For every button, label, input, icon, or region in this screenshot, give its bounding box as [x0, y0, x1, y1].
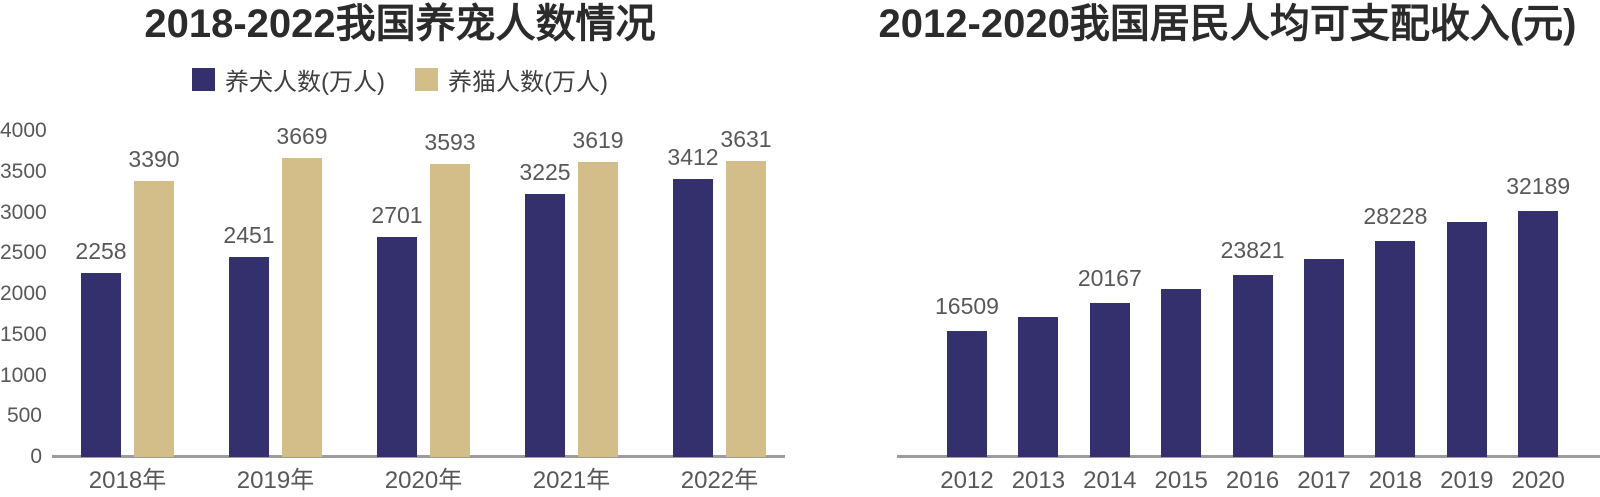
- y-axis-tick-label: 3000: [0, 200, 47, 224]
- x-axis-label: 2013: [1011, 467, 1066, 494]
- y-axis-tick-label: 500: [6, 404, 42, 428]
- y-axis-tick-label: 1000: [0, 363, 47, 387]
- bar: [81, 273, 121, 457]
- bar-value-label: 32189: [1506, 173, 1571, 199]
- bar: [578, 162, 618, 457]
- bar: [525, 194, 565, 457]
- y-axis-tick-label: 1500: [0, 322, 47, 346]
- bar-value-label: 20167: [1077, 264, 1142, 291]
- x-axis-label: 2019年: [236, 467, 315, 494]
- bar: [1089, 302, 1130, 457]
- bar: [1232, 275, 1273, 457]
- bar: [673, 178, 713, 457]
- bar: [947, 330, 987, 457]
- x-axis-label: 2016: [1225, 467, 1280, 494]
- x-axis-label: 2021年: [532, 467, 611, 494]
- x-axis-label: 2020: [1511, 467, 1565, 494]
- legend: 养犬人数(万人) 养猫人数(万人): [0, 62, 800, 97]
- x-axis-label: 2017: [1297, 467, 1351, 494]
- y-axis-tick-label: 2500: [0, 241, 47, 265]
- bar: [1161, 289, 1202, 457]
- bar-value-label: 2451: [223, 222, 275, 249]
- bar: [1518, 211, 1559, 457]
- bar: [1446, 222, 1487, 457]
- dog-series-swatch-icon: [192, 68, 216, 91]
- bar: [282, 158, 322, 457]
- pet-owners-chart-title: 2018-2022我国养宠人数情况: [144, 2, 656, 46]
- y-axis-tick-label: 2000: [0, 282, 47, 305]
- x-axis-label: 2018: [1368, 467, 1423, 494]
- bar: [377, 236, 417, 457]
- x-axis-label: 2019: [1440, 467, 1494, 494]
- bar-value-label: 2258: [75, 237, 127, 264]
- legend-label-dogs: 养犬人数(万人): [225, 69, 385, 96]
- bar-value-label: 3669: [276, 122, 328, 149]
- x-axis-label: 2014: [1083, 467, 1137, 494]
- cat-series-swatch-icon: [415, 68, 438, 91]
- bar-value-label: 3631: [720, 126, 772, 153]
- income-chart-title: 2012-2020我国居民人均可支配收入(元): [878, 2, 1577, 46]
- x-axis-label: 2012: [940, 467, 994, 494]
- bar: [1018, 317, 1059, 457]
- bar: [134, 180, 174, 457]
- bar-value-label: 3593: [424, 129, 476, 156]
- x-axis-label: 2022年: [680, 467, 759, 494]
- y-axis-tick-label: 0: [30, 445, 42, 468]
- legend-item-cats: 养猫人数(万人): [415, 62, 608, 97]
- y-axis-tick-label: 3500: [0, 159, 47, 183]
- x-axis-line: [52, 455, 785, 458]
- x-axis-label: 2015: [1154, 467, 1208, 494]
- bar: [1304, 258, 1344, 457]
- bar-value-label: 16509: [935, 292, 999, 319]
- bar: [229, 257, 269, 457]
- bar: [1375, 241, 1416, 457]
- bar-value-label: 3225: [519, 159, 571, 186]
- bar-value-label: 3390: [128, 145, 180, 172]
- legend-label-cats: 养猫人数(万人): [448, 69, 608, 96]
- legend-item-dogs: 养犬人数(万人): [192, 62, 385, 97]
- x-axis-label: 2018年: [88, 467, 167, 494]
- bar-value-label: 3619: [572, 127, 624, 154]
- bar-value-label: 23821: [1220, 236, 1285, 263]
- bar-value-label: 28228: [1363, 203, 1428, 230]
- y-axis-tick-label: 4000: [0, 119, 47, 142]
- bar: [726, 161, 766, 457]
- x-axis-label: 2020年: [384, 467, 463, 494]
- bar-value-label: 2701: [371, 201, 423, 228]
- bar: [430, 164, 470, 457]
- bar-value-label: 3412: [667, 143, 719, 170]
